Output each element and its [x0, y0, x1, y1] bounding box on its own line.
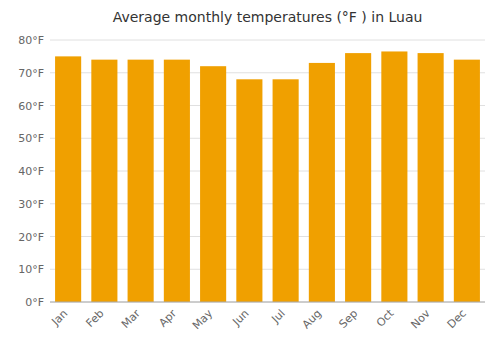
y-tick-label: 80°F [18, 34, 44, 47]
x-tick-label: Jan [48, 307, 70, 329]
chart: Average monthly temperatures (°F ) in Lu… [0, 0, 500, 350]
x-tick-label: May [190, 307, 216, 333]
bar [164, 60, 190, 302]
x-tick-label: Jul [268, 307, 287, 326]
bar [381, 51, 407, 302]
y-tick-label: 50°F [18, 132, 44, 145]
y-tick-label: 60°F [18, 100, 44, 113]
x-tick-label: Feb [84, 307, 107, 330]
bars [55, 51, 480, 302]
x-tick-label: Sep [336, 307, 360, 331]
bar [345, 53, 371, 302]
x-tick-label: Aug [300, 307, 324, 331]
bar [128, 60, 154, 302]
chart-container: Average monthly temperatures (°F ) in Lu… [0, 0, 500, 350]
grid-line [50, 40, 485, 41]
x-tick-label: Dec [445, 307, 469, 331]
y-tick-label: 30°F [18, 198, 44, 211]
x-tick-label: Mar [119, 307, 143, 331]
x-tick-label: Apr [156, 307, 179, 330]
y-tick-label: 20°F [18, 231, 44, 244]
title: Average monthly temperatures (°F ) in Lu… [113, 9, 423, 25]
y-tick-label: 40°F [18, 165, 44, 178]
y-tick-label: 0°F [25, 296, 44, 309]
x-axis-line [50, 302, 485, 303]
x-tick-label: Jun [229, 307, 251, 329]
bar [454, 60, 480, 302]
bar [273, 79, 299, 302]
bar [55, 56, 81, 302]
page: {"chart_data": {"type": "bar", "title": … [0, 0, 500, 350]
grid-line [50, 302, 485, 303]
y-tick-label: 70°F [18, 67, 44, 80]
bar [418, 53, 444, 302]
grid [50, 40, 485, 302]
y-tick-label: 10°F [18, 263, 44, 276]
x-tick-label: Nov [408, 307, 433, 332]
bar [91, 60, 117, 302]
bar [200, 66, 226, 302]
bar [309, 63, 335, 302]
bar [236, 79, 262, 302]
x-tick-label: Oct [374, 306, 397, 329]
